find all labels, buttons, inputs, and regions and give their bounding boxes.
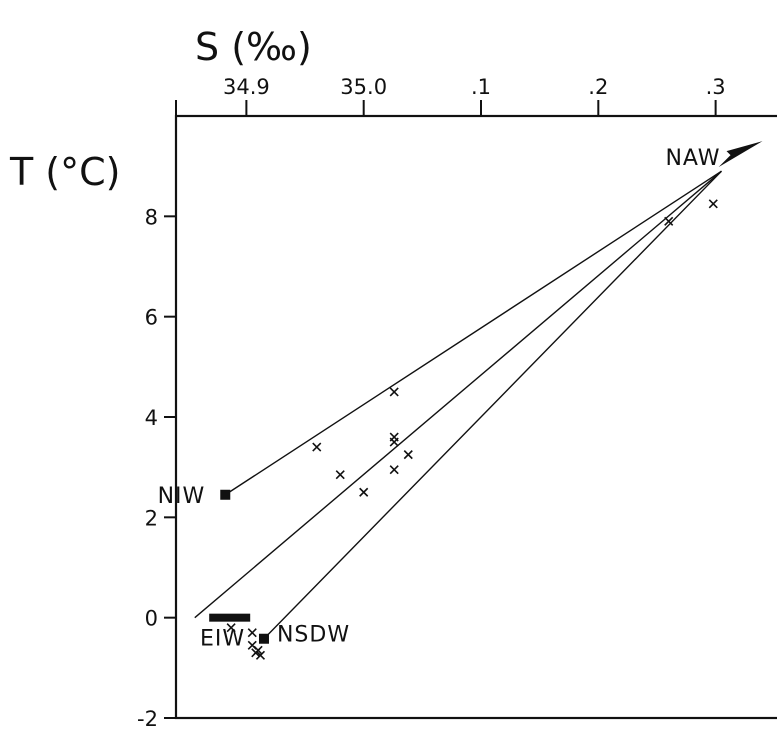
x-tick-label: 35.0: [340, 75, 387, 99]
mixing-line: [224, 170, 722, 496]
observation-point: [312, 442, 322, 452]
naw-label: NAW: [665, 146, 720, 171]
observation-point: [389, 387, 399, 397]
x-tick-label: .2: [588, 75, 608, 99]
niw-marker: [220, 489, 231, 500]
y-tick-label: 0: [145, 607, 158, 631]
mixing-line: [263, 170, 722, 640]
x-axis-title: S (‰): [195, 25, 312, 69]
observation-point: [255, 650, 266, 660]
water-mass-markers: NIW EIW NSDW NAW: [158, 141, 763, 652]
mixing-line: [194, 170, 722, 619]
mixing-lines: [194, 170, 722, 640]
plot-frame: [174, 114, 777, 720]
y-axis-title: T (°C): [9, 150, 120, 194]
niw-label: NIW: [158, 484, 206, 509]
observation-point: [335, 470, 345, 480]
x-tick-label: .1: [471, 75, 491, 99]
y-tick-label: 8: [145, 205, 158, 229]
nsdw-marker: [258, 633, 269, 644]
observation-point: [389, 437, 399, 447]
x-tick-label: .3: [706, 75, 726, 99]
eiw-label: EIW: [200, 627, 245, 652]
observation-point: [253, 645, 263, 655]
observation-point: [389, 465, 399, 475]
observation-point: [359, 487, 369, 497]
eiw-marker: [209, 613, 251, 622]
nsdw-label: NSDW: [277, 623, 350, 648]
observation-point: [708, 199, 718, 209]
observation-point: [247, 628, 257, 638]
x-axis-ticks: 34.9 35.0 .1 .2 .3: [175, 75, 726, 116]
naw-marker: [718, 141, 763, 168]
observation-point: [403, 450, 413, 460]
y-axis-ticks: -2 0 2 4 6 8: [137, 205, 176, 730]
x-tick-label: 34.9: [223, 75, 270, 99]
y-tick-label: 6: [145, 306, 158, 330]
y-tick-label: 4: [145, 406, 158, 430]
observation-point: [226, 623, 236, 633]
observation-points: [226, 199, 718, 660]
y-tick-label: 2: [145, 506, 158, 530]
y-tick-label: -2: [137, 707, 158, 730]
observation-point: [664, 216, 674, 226]
